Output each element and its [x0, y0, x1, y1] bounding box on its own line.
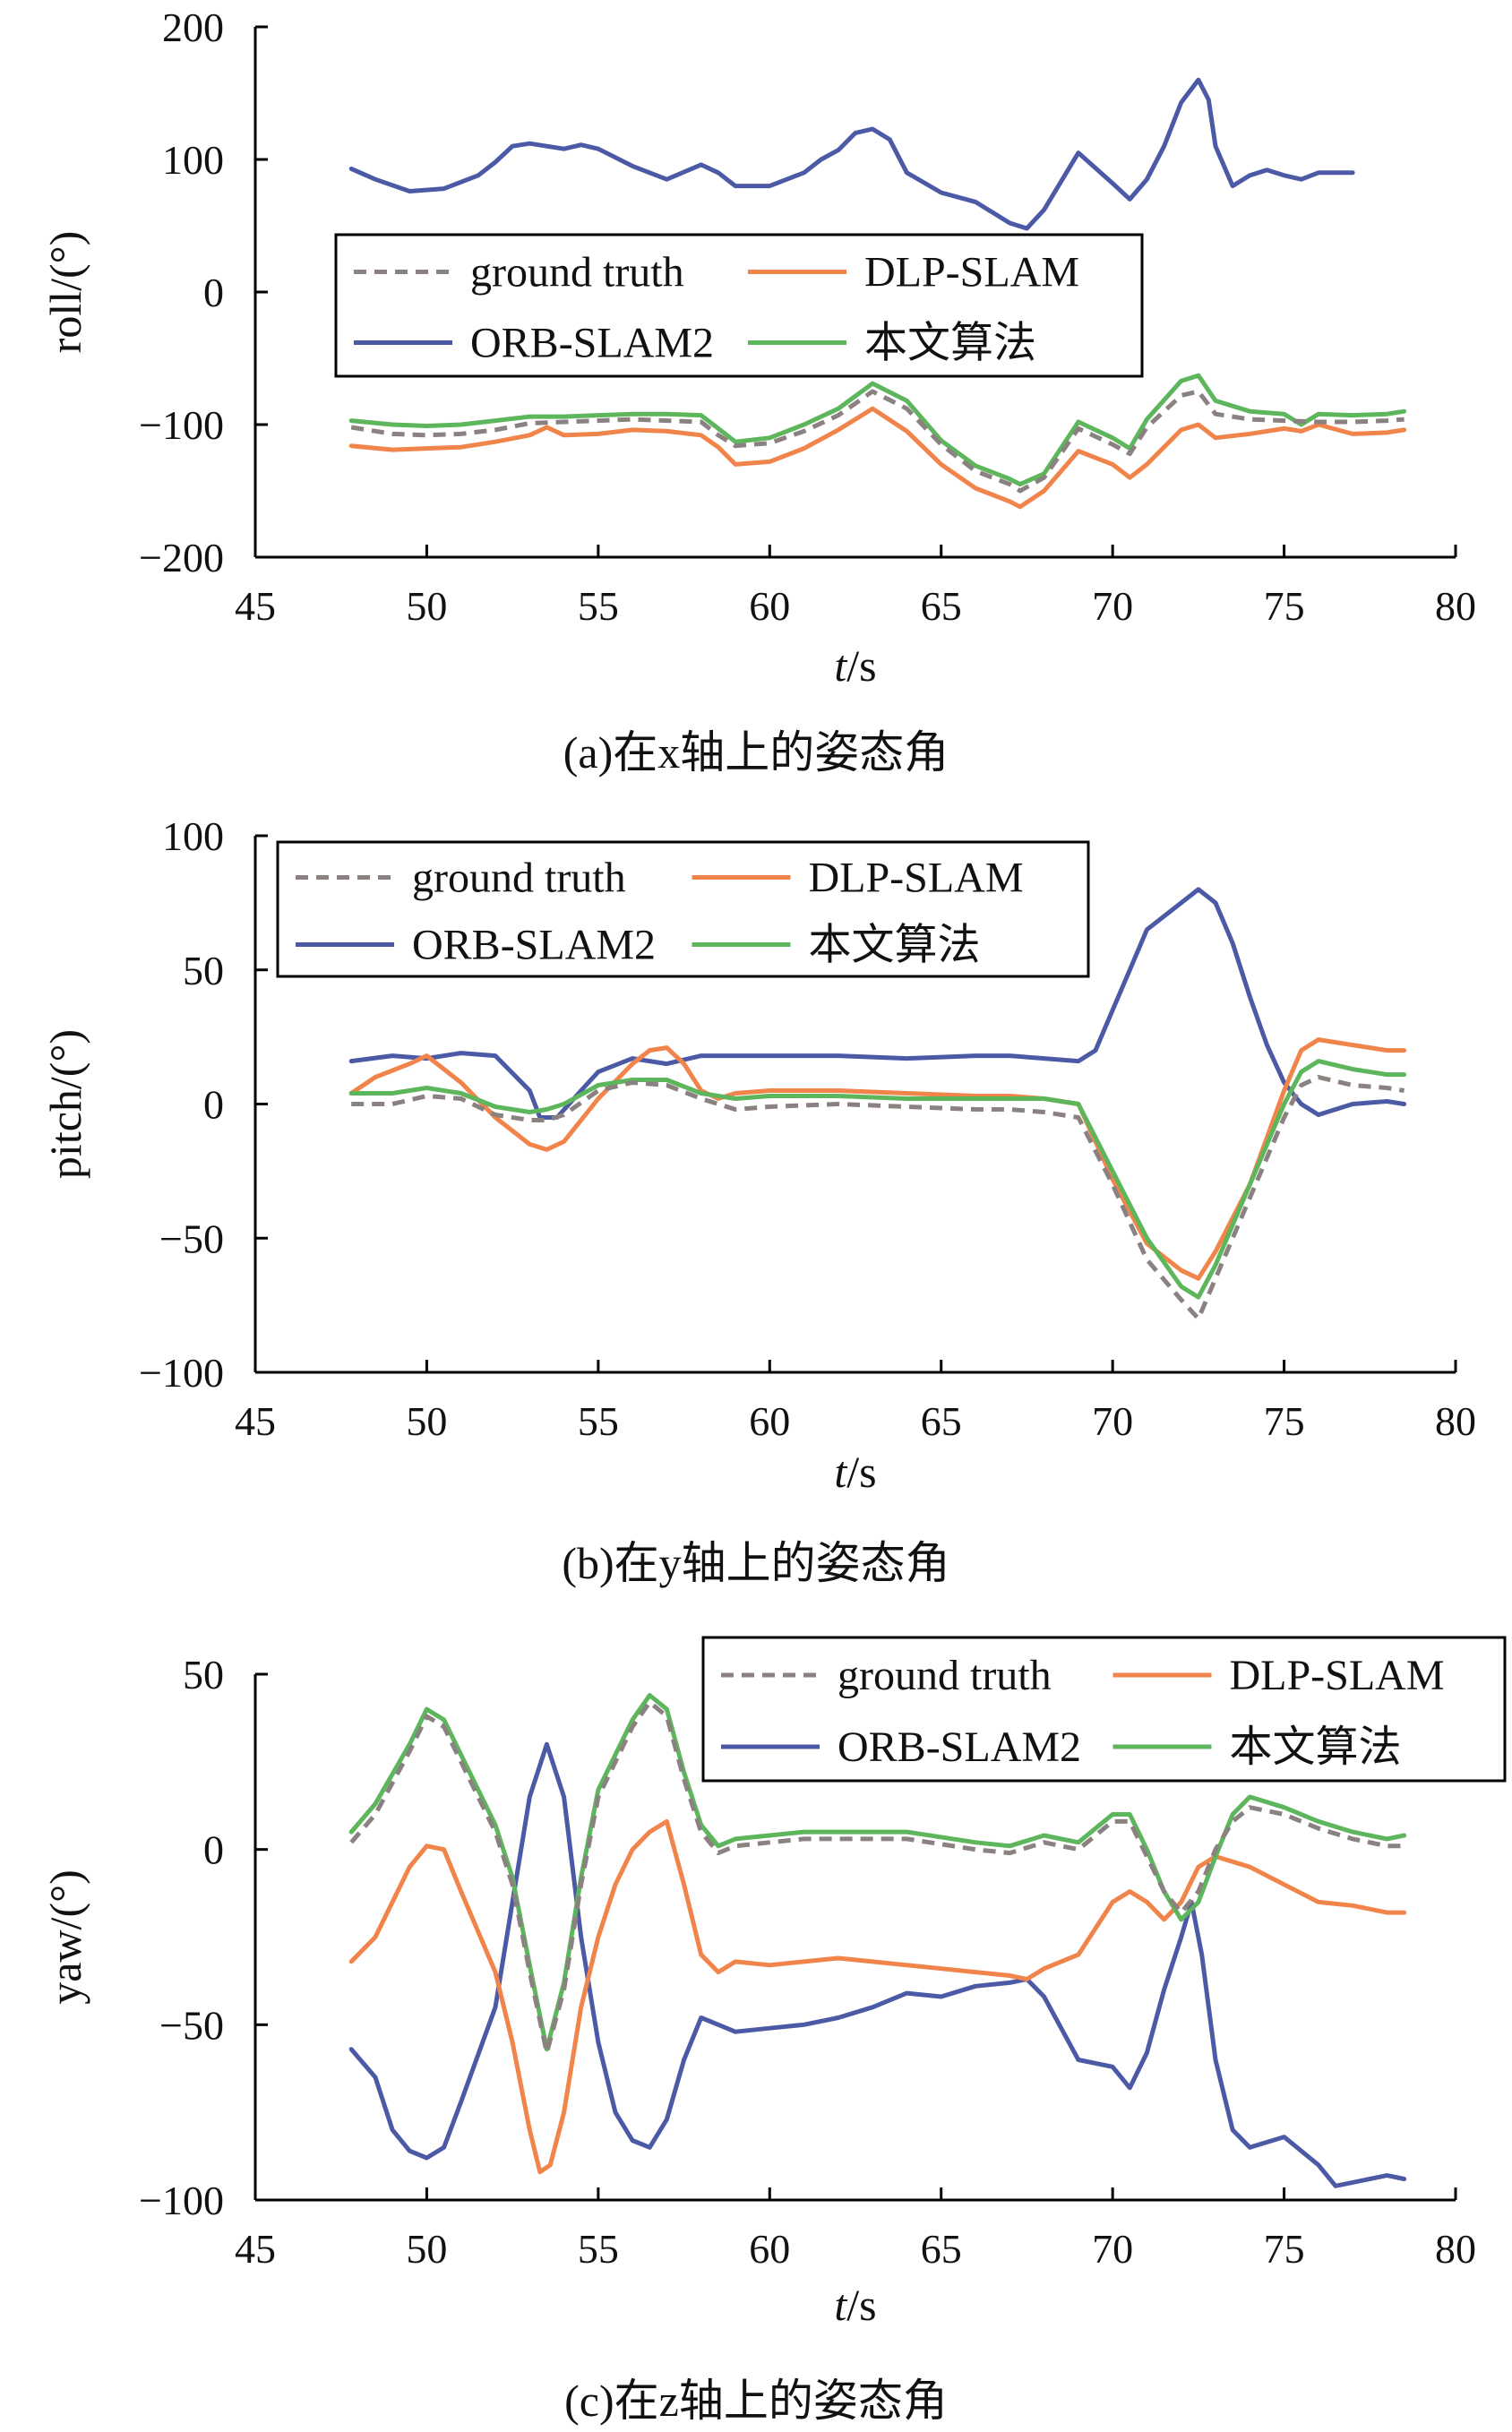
- yaw-chart: 45 50 55 60 65 70 75 80 −100 −50 0 50 yaw/(°) t/s grou…: [40, 1636, 1507, 2330]
- y-tick-label: −100: [139, 2178, 224, 2223]
- legend-box: [276, 840, 1090, 978]
- x-tick-label: 60: [749, 583, 790, 629]
- x-tick-label: 80: [1435, 1398, 1476, 1444]
- x-tick-label: 60: [749, 1398, 790, 1444]
- series-line-orb-slam2: [348, 77, 1355, 231]
- x-tick-label: 60: [749, 2226, 790, 2272]
- y-tick-label: 200: [162, 4, 224, 50]
- x-tick-label: 65: [921, 2226, 962, 2272]
- x-axis-label: t/s: [834, 2280, 876, 2330]
- x-tick-label: 50: [406, 2226, 447, 2272]
- legend-label-dlp-slam: DLP-SLAM: [809, 855, 1024, 902]
- x-tick-label: 45: [235, 2226, 276, 2272]
- x-tick-label: 75: [1264, 583, 1305, 629]
- series-line-dlp-slam: [348, 1037, 1407, 1281]
- x-tick-label: 80: [1435, 583, 1476, 629]
- y-tick-label: 50: [183, 1652, 224, 1697]
- series-line-proposed: [348, 1693, 1407, 2052]
- x-tick-label: 70: [1092, 2226, 1133, 2272]
- legend: ground truth DLP-SLAM ORB-SLAM2 本文算法: [276, 840, 1090, 978]
- legend-label-proposed: 本文算法: [1230, 1723, 1402, 1771]
- x-axis-label: t/s: [834, 1447, 876, 1497]
- x-tick-label: 55: [578, 1398, 619, 1444]
- y-tick-label: 50: [183, 948, 224, 993]
- series-line-proposed: [348, 1059, 1407, 1300]
- roll-chart: 45 50 55 60 65 70 75 80 −200 −100 0 100 200 roll/(°) t…: [40, 4, 1476, 691]
- legend: ground truth DLP-SLAM ORB-SLAM2 本文算法: [701, 1636, 1507, 1783]
- series-line-orb-slam2: [348, 1741, 1407, 2188]
- series-line-dlp-slam: [348, 1818, 1407, 2175]
- legend-box: [334, 233, 1144, 378]
- series-line-ground-truth: [350, 389, 1405, 494]
- x-tick-label: 75: [1264, 2226, 1305, 2272]
- y-tick-label: −50: [159, 2002, 224, 2048]
- x-tick-label: 70: [1092, 583, 1133, 629]
- pitch-chart-caption: (b)在y轴上的姿态角: [562, 1538, 950, 1588]
- x-tick-label: 65: [921, 583, 962, 629]
- y-tick-label: −100: [139, 402, 224, 448]
- x-tick-label: 75: [1264, 1398, 1305, 1444]
- x-tick-label: 50: [406, 583, 447, 629]
- series-line-ground-truth: [349, 1699, 1405, 2056]
- legend-label-proposed: 本文算法: [864, 320, 1036, 367]
- y-axis-label: yaw/(°): [40, 1869, 90, 2005]
- series-line-dlp-slam: [348, 406, 1407, 510]
- x-tick-label: 45: [235, 1398, 276, 1444]
- x-tick-label: 50: [406, 1398, 447, 1444]
- y-tick-label: 0: [203, 270, 224, 315]
- y-tick-label: 100: [162, 813, 224, 859]
- roll-chart-caption: (a)在x轴上的姿态角: [563, 727, 949, 778]
- y-tick-label: 0: [203, 1082, 224, 1128]
- series-line-proposed: [348, 373, 1407, 487]
- y-tick-label: 100: [162, 137, 224, 183]
- legend-label-orb-slam2: ORB-SLAM2: [470, 320, 714, 367]
- x-tick-label: 65: [921, 1398, 962, 1444]
- yaw-chart-caption: (c)在z轴上的姿态角: [564, 2376, 948, 2426]
- series-line-ground-truth: [351, 1075, 1405, 1321]
- y-tick-label: −200: [139, 535, 224, 580]
- y-tick-label: 0: [203, 1827, 224, 1873]
- x-tick-label: 55: [578, 583, 619, 629]
- x-tick-label: 80: [1435, 2226, 1476, 2272]
- y-tick-label: −50: [159, 1216, 224, 1261]
- legend-label-dlp-slam: DLP-SLAM: [1230, 1652, 1445, 1699]
- legend: ground truth DLP-SLAM ORB-SLAM2 本文算法: [334, 233, 1144, 378]
- pitch-chart: 45 50 55 60 65 70 75 80 −100 −50 0 50 100 pitch/(°) t/…: [40, 813, 1476, 1497]
- legend-label-ground-truth: ground truth: [412, 855, 626, 902]
- legend-box: [701, 1636, 1507, 1783]
- legend-label-orb-slam2: ORB-SLAM2: [412, 922, 656, 969]
- legend-label-proposed: 本文算法: [809, 922, 981, 969]
- y-tick-label: −100: [139, 1350, 224, 1396]
- legend-label-ground-truth: ground truth: [838, 1652, 1052, 1699]
- y-axis-label: pitch/(°): [40, 1029, 90, 1179]
- legend-label-dlp-slam: DLP-SLAM: [864, 249, 1079, 296]
- legend-label-ground-truth: ground truth: [470, 249, 684, 296]
- x-tick-label: 70: [1092, 1398, 1133, 1444]
- x-tick-label: 45: [235, 583, 276, 629]
- x-axis-label: t/s: [834, 640, 876, 691]
- legend-label-orb-slam2: ORB-SLAM2: [838, 1723, 1081, 1771]
- y-axis-label: roll/(°): [40, 231, 90, 354]
- x-tick-label: 55: [578, 2226, 619, 2272]
